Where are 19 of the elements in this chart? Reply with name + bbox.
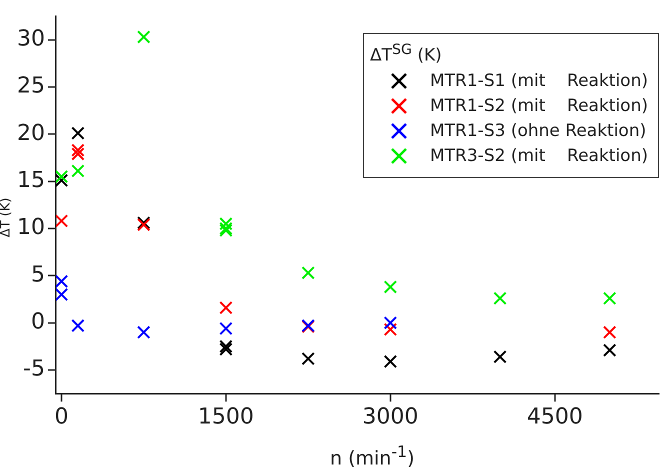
y-tick-label: 20 — [16, 120, 45, 146]
y-tick-label: 10 — [16, 215, 45, 240]
x-tick-label: 1500 — [198, 404, 254, 430]
y-tick-label: 15 — [16, 168, 45, 194]
legend-label: MTR1-S1 (mit Reaktion) — [430, 70, 648, 93]
x-tick-label: 0 — [54, 404, 68, 430]
legend-title: ΔT$^{SG}$ (K) — [370, 41, 443, 68]
y-axis-title: ΔT (K) — [0, 196, 14, 240]
x-axis-title: n (min$^{-1}$) — [330, 442, 415, 470]
legend-label: MTR1-S2 (mit Reaktion) — [430, 94, 648, 118]
x-tick-label: 4500 — [526, 404, 583, 430]
y-tick-label: 30 — [16, 26, 45, 52]
y-tick-label: 5 — [30, 262, 45, 288]
y-tick-label: 25 — [16, 74, 45, 99]
legend-label: MTR3-S2 (mit Reaktion) — [430, 144, 648, 168]
x-tick-label: 3000 — [362, 404, 418, 430]
y-tick-label: -5 — [23, 356, 45, 382]
y-tick-label: 0 — [30, 310, 45, 335]
legend-label: MTR1-S3 (ohne Reaktion) — [430, 120, 646, 143]
